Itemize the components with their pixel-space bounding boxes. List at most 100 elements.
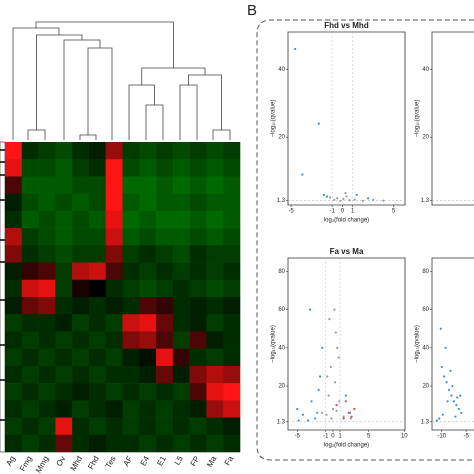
point <box>296 407 299 411</box>
column-label: FP <box>189 455 202 468</box>
point <box>441 413 444 416</box>
heat-cell <box>156 193 174 212</box>
x-tick-label: -5 <box>463 434 469 440</box>
heat-cell <box>122 417 140 436</box>
y-tick-label: 20 <box>278 384 285 390</box>
heat-cell <box>189 228 207 246</box>
y-tick-label: 1.3 <box>277 198 286 204</box>
heat-cell <box>206 228 224 246</box>
heat-cell <box>55 383 73 401</box>
point <box>306 419 310 422</box>
heat-cell <box>189 245 207 263</box>
heat-cell <box>72 400 90 418</box>
column-label: Ov <box>54 455 67 468</box>
heat-cell <box>172 245 190 263</box>
heat-cell <box>189 365 207 384</box>
heat-cell <box>38 245 56 263</box>
plot-title: Fa vs Ma <box>330 247 364 256</box>
heat-cell <box>55 193 73 212</box>
heat-cell <box>206 331 224 349</box>
x-tick-label: 5 <box>367 434 371 440</box>
panel-frame <box>256 19 474 461</box>
y-tick-label: 60 <box>422 307 429 313</box>
heat-cell <box>156 434 174 453</box>
heat-cell <box>189 383 207 401</box>
heat-cell <box>139 417 157 436</box>
heat-cell <box>156 417 174 436</box>
heat-cell <box>206 383 224 401</box>
point <box>457 407 460 411</box>
x-tick-label: 0 <box>331 434 335 440</box>
point <box>339 199 342 203</box>
y-tick-label: 40 <box>278 345 285 351</box>
point <box>449 369 452 372</box>
heat-cell <box>189 210 207 229</box>
heat-cell <box>156 400 174 418</box>
heat-cell <box>72 279 90 298</box>
point <box>328 196 332 199</box>
heat-cell <box>88 434 107 453</box>
heat-cell <box>189 434 207 453</box>
point <box>361 199 365 203</box>
heat-cell <box>139 210 157 229</box>
heat-cell <box>38 193 56 212</box>
heat-cell <box>21 262 39 281</box>
heat-cell <box>172 210 190 229</box>
heat-cell <box>223 142 241 160</box>
heat-cell <box>88 383 107 401</box>
point <box>335 404 338 407</box>
y-tick-label: 40 <box>422 345 429 351</box>
heat-cell <box>55 228 73 246</box>
heat-cell <box>5 314 23 332</box>
heat-cell <box>139 159 157 177</box>
heat-cell <box>55 348 73 367</box>
heat-cell <box>5 400 23 418</box>
point <box>459 394 462 397</box>
point <box>333 198 336 202</box>
point <box>344 394 347 397</box>
heat-cell <box>139 365 157 384</box>
column-label: E4 <box>139 454 152 467</box>
heat-cell <box>72 245 90 263</box>
heat-cell <box>5 262 23 281</box>
heat-cell <box>105 176 123 194</box>
heat-cell <box>55 331 73 349</box>
heat-cell <box>88 176 107 194</box>
heat-cell <box>105 210 123 229</box>
point <box>447 388 451 391</box>
heat-cell <box>38 365 56 384</box>
heat-cell <box>189 314 207 332</box>
point <box>330 417 333 420</box>
point <box>372 198 375 202</box>
heat-cell <box>21 142 39 160</box>
heat-cell <box>72 210 90 229</box>
column-label: Mhd <box>69 455 85 473</box>
heat-cell <box>21 400 39 418</box>
x-tick-label: -1 <box>323 434 329 440</box>
point <box>338 400 341 403</box>
heat-cell <box>139 262 157 281</box>
heat-cell <box>172 348 190 367</box>
point <box>355 193 358 196</box>
column-label: L5 <box>173 454 186 467</box>
heat-cell <box>122 400 140 418</box>
heat-cell <box>105 142 123 160</box>
heat-cell <box>139 142 157 160</box>
point <box>348 199 351 202</box>
point <box>333 308 336 311</box>
heat-cell <box>21 331 39 349</box>
point <box>301 173 304 176</box>
point <box>319 375 322 378</box>
heat-cell <box>21 279 39 298</box>
plot-title: Fhd vs Mhd <box>324 21 369 30</box>
heat-cell <box>21 176 39 194</box>
heat-cell <box>5 142 23 160</box>
point <box>347 411 350 414</box>
heat-cell <box>156 210 174 229</box>
point <box>349 417 352 420</box>
column-label: Mmg <box>34 455 51 474</box>
point <box>445 381 448 384</box>
row-bar <box>0 141 6 453</box>
heat-cell <box>206 142 224 160</box>
heat-cell <box>172 193 190 212</box>
